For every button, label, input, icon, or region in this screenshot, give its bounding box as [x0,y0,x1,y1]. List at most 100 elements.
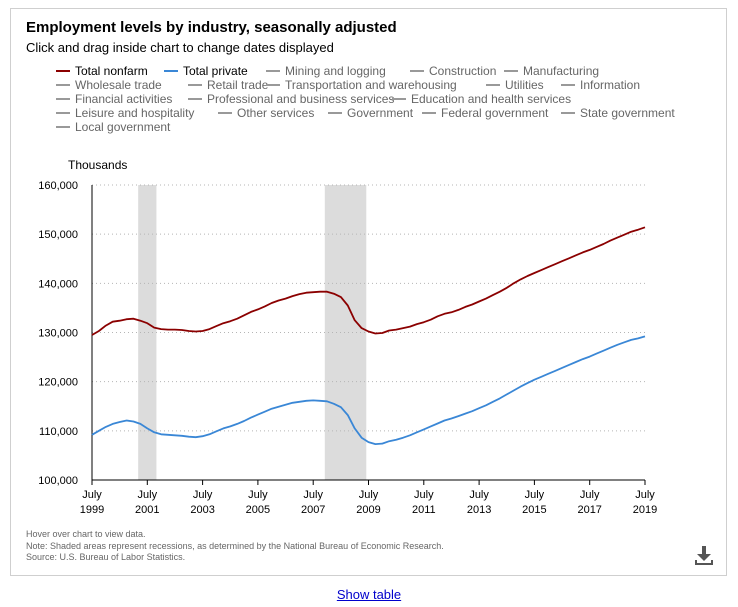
legend-item[interactable]: Total private [164,64,248,78]
legend-label: Information [580,78,641,92]
x-tick-month-label: July [82,489,102,501]
legend-label: Professional and business services [207,92,395,106]
y-tick-label: 130,000 [38,328,78,340]
legend-label: Financial activities [75,92,173,106]
x-tick-year-label: 1999 [80,504,104,516]
legend-item[interactable]: Wholesale trade [56,78,162,92]
legend-item[interactable]: Federal government [422,106,548,120]
download-icon [695,546,713,565]
legend-swatch [56,98,70,100]
gridlines [92,184,645,432]
legend-item[interactable]: Government [328,106,413,120]
y-tick-label: 150,000 [38,229,78,241]
hover-hint: Hover over chart to view data. [26,529,146,539]
legend-item[interactable]: Financial activities [56,92,172,106]
legend-item[interactable]: Professional and business services [188,92,394,106]
y-tick-label: 110,000 [39,426,78,438]
axes: 100,000 110,000 120,000 130,000 140,000 150,0… [38,180,657,516]
legend-label: Education and health services [411,92,572,106]
legend-swatch [56,84,70,86]
legend-item[interactable]: Leisure and hospitality [56,106,194,120]
recession-note: Note: Shaded areas represent recessions,… [26,540,444,551]
line-chart[interactable]: 100,000 110,000 120,000 130,000 140,000 150,0… [0,0,738,530]
x-tick-year-label: 2009 [356,504,380,516]
legend-label: State government [580,106,675,120]
legend-swatch [266,84,280,86]
legend-item[interactable]: Other services [218,106,314,120]
legend-swatch [486,84,500,86]
x-tick-year-label: 2005 [246,504,270,516]
legend-label: Total private [183,64,248,78]
recession-band [138,185,157,480]
download-button[interactable] [692,543,716,567]
x-tick-year-label: 2007 [301,504,325,516]
legend-label: Transportation and warehousing [285,78,457,92]
legend-swatch [561,112,575,114]
x-tick-month-label: July [193,489,213,501]
chart-title: Employment levels by industry, seasonall… [26,19,397,36]
x-tick-month-label: July [303,489,323,501]
legend-swatch [188,84,202,86]
y-axis-units-label: Thousands [68,158,127,172]
legend-swatch [504,70,518,72]
legend-label: Government [347,106,414,120]
legend-swatch [218,112,232,114]
x-tick-month-label: July [580,489,600,501]
legend-swatch [56,70,70,72]
y-tick-label: 100,000 [38,475,78,487]
x-tick-year-label: 2017 [577,504,601,516]
x-tick-month-label: July [359,489,379,501]
legend-swatch [422,112,436,114]
legend-swatch [188,98,202,100]
recession-band [324,185,367,480]
show-table-link[interactable]: Show table [336,587,402,602]
chart-notes: Hover over chart to view data. Note: Sha… [26,529,444,564]
legend-label: Federal government [441,106,549,120]
legend-item[interactable]: Retail trade [188,78,268,92]
legend-swatch [56,126,70,128]
legend-swatch [392,98,406,100]
legend-label: Retail trade [207,78,269,92]
legend-swatch [164,70,178,72]
legend-item[interactable]: Manufacturing [504,64,599,78]
legend-item[interactable]: Information [561,78,640,92]
legend-item[interactable]: Transportation and warehousing [266,78,457,92]
legend-item[interactable]: Local government [56,120,170,134]
x-tick-month-label: July [469,489,489,501]
x-tick-year-label: 2003 [190,504,214,516]
x-tick-year-label: 2001 [135,504,159,516]
x-tick-year-label: 2015 [522,504,546,516]
source-note: Source: U.S. Bureau of Labor Statistics. [26,552,186,562]
legend-item[interactable]: Utilities [486,78,544,92]
show-table-container: Show table [0,587,738,602]
legend-label: Total nonfarm [75,64,148,78]
series-line-total-nonfarm[interactable] [91,226,646,336]
legend-label: Leisure and hospitality [75,106,195,120]
legend-label: Manufacturing [523,64,600,78]
x-tick-month-label: July [635,489,655,501]
series-lines [91,226,646,445]
y-tick-label: 120,000 [38,377,78,389]
y-tick-label: 160,000 [38,180,78,192]
legend-item[interactable]: Total nonfarm [56,64,148,78]
legend-label: Wholesale trade [75,78,162,92]
legend-item[interactable]: Construction [410,64,496,78]
legend-label: Utilities [505,78,544,92]
chart-subtitle: Click and drag inside chart to change da… [26,40,334,55]
legend-swatch [561,84,575,86]
x-tick-year-label: 2019 [633,504,657,516]
x-tick-year-label: 2013 [467,504,491,516]
series-line-total-private[interactable] [91,335,646,445]
legend-label: Other services [237,106,315,120]
x-tick-month-label: July [248,489,268,501]
legend-swatch [266,70,280,72]
x-tick-year-label: 2011 [412,504,436,516]
legend-item[interactable]: Mining and logging [266,64,386,78]
x-tick-month-label: July [414,489,434,501]
legend-label: Construction [429,64,497,78]
legend-item[interactable]: Education and health services [392,92,571,106]
legend-swatch [328,112,342,114]
y-tick-label: 140,000 [38,278,78,290]
legend-item[interactable]: State government [561,106,675,120]
legend-label: Mining and logging [285,64,386,78]
